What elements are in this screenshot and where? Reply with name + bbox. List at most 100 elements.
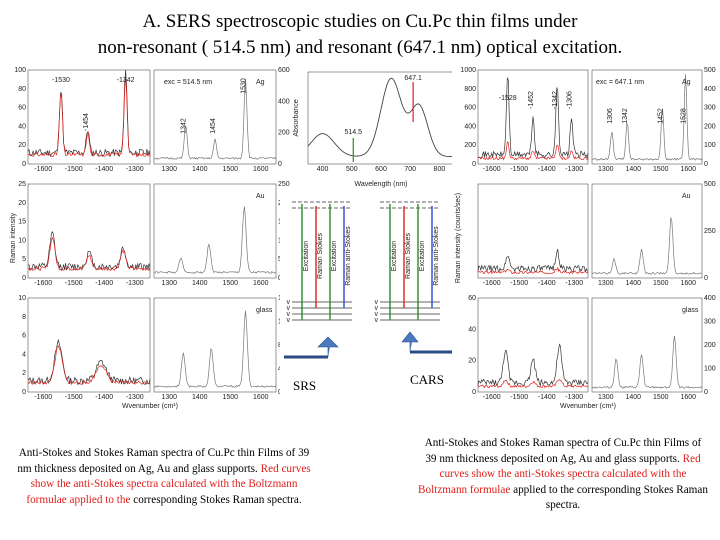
cars-level-label: v — [375, 311, 379, 318]
right-as-Ag-curve-0 — [477, 76, 589, 160]
left-s-Au-xtick: 1400 — [192, 280, 208, 287]
right-s-glass-ytick-right: 0 — [704, 389, 708, 396]
right-caption-text: Anti-Stokes and Stokes Raman spectra of … — [424, 437, 702, 465]
right-as-Ag-xtick: -1600 — [483, 166, 501, 173]
right-s-Ag-curve-0 — [591, 74, 703, 161]
left-as-Ag-ytick: 80 — [18, 86, 26, 93]
absorbance-plot-xtick: 800 — [434, 166, 446, 173]
left-x-axis-label: Wvenumber (cm¹) — [122, 403, 178, 410]
left-as-Ag-ytick: 0 — [22, 161, 26, 168]
srs-level-label: v — [287, 317, 291, 324]
left-as-glass-ytick: 10 — [18, 295, 26, 302]
cars-level-label: v — [375, 299, 379, 306]
srs-level-label: v — [287, 299, 291, 306]
left-as-Ag-frame — [27, 69, 151, 165]
absorbance-xlabel: Wavelength (nm) — [354, 181, 407, 188]
right-as-glass-xtick: -1400 — [538, 394, 556, 401]
srs-level-label: v — [287, 311, 291, 318]
left-s-Au-xtick: 1300 — [161, 280, 177, 287]
left-s-Au-curve-0 — [153, 206, 277, 274]
left-caption: Anti-Stokes and Stokes Raman spectra of … — [14, 446, 314, 508]
left-as-Au-xtick: -1300 — [126, 280, 144, 287]
right-caption: Anti-Stokes and Stokes Raman spectra of … — [418, 436, 708, 514]
left-as-Au-ytick: 20 — [18, 200, 26, 207]
right-as-Au-curve-1 — [477, 266, 589, 275]
absorbance-figure: 400 500 600 700 800 Absorbance Wavelength (nm)… — [290, 66, 460, 190]
left-as-Ag-ytick: 100 — [14, 67, 26, 74]
left-as-glass-xtick: -1500 — [65, 394, 83, 401]
right-as-Ag-xtick: -1400 — [538, 166, 556, 173]
right-as-glass-ytick: 0 — [472, 389, 476, 396]
left-peak-as-label: -1454 — [83, 113, 90, 131]
right-as-Ag-ytick: 800 — [464, 86, 476, 93]
right-s-Ag-xtick: 1400 — [625, 166, 641, 173]
srs-label: SRS — [293, 378, 317, 393]
left-as-glass-ytick: 4 — [22, 351, 26, 358]
cars-transition-label: Raman anti-Stokes — [433, 226, 440, 286]
absorbance-plot-xtick: 700 — [404, 166, 416, 173]
cars-level-label: v — [375, 305, 379, 312]
right-s-glass-ytick-right: 4000 — [704, 295, 716, 302]
right-s-Au-xtick: 1600 — [680, 280, 696, 287]
right-peak-as-label: -1528 — [499, 95, 517, 102]
left-as-glass-xtick: -1600 — [34, 394, 52, 401]
right-s-Ag-xtick: 1300 — [598, 166, 614, 173]
cars-transition-label: Excitation — [419, 241, 426, 271]
right-peak-s-label: 1452 — [657, 108, 664, 124]
right-s-glass-xtick: 1500 — [653, 394, 669, 401]
left-s-Ag-support-label: Ag — [256, 79, 265, 86]
cars-label: CARS — [410, 372, 444, 387]
right-as-glass-xtick: -1500 — [510, 394, 528, 401]
right-s-Au-frame — [591, 183, 703, 279]
left-as-Ag-ytick: 20 — [18, 142, 26, 149]
left-s-Ag-ytick-right: 0 — [278, 161, 282, 168]
right-s-Ag-ytick-right: 40000 — [704, 86, 716, 93]
left-s-Au-support-label: Au — [256, 193, 265, 200]
slide-title-line1: A. SERS spectroscopic studies on Cu.Pc t… — [142, 11, 578, 32]
left-as-glass-ytick: 0 — [22, 389, 26, 396]
right-as-glass-ytick: 20 — [468, 358, 476, 365]
left-as-glass-frame — [27, 297, 151, 393]
left-as-Au-ytick: 15 — [18, 219, 26, 226]
srs-transition-label: Excitation — [331, 241, 338, 271]
absorbance-514-label: 514.5 — [344, 129, 362, 136]
right-s-Ag-xtick: 1500 — [653, 166, 669, 173]
right-as-Ag-xtick: -1300 — [565, 166, 583, 173]
left-s-glass-xtick: 1500 — [222, 394, 238, 401]
left-caption-red-text: Red curves show the anti-Stokes spectra … — [26, 462, 311, 506]
absorbance-svg: 400 500 600 700 800 Absorbance Wavelength (nm)… — [293, 71, 455, 188]
left-peak-s-label: 1530 — [241, 78, 248, 94]
right-laser-label: exc = 647.1 nm — [596, 79, 644, 86]
absorbance-plot-frame — [307, 71, 455, 165]
right-s-Au-xtick: 1500 — [653, 280, 669, 287]
right-s-glass-xtick: 1600 — [680, 394, 696, 401]
left-as-Au-ytick: 10 — [18, 237, 26, 244]
left-as-Au-frame — [27, 183, 151, 279]
right-as-Ag-ytick: 200 — [464, 142, 476, 149]
right-s-Au-xtick: 1300 — [598, 280, 614, 287]
left-laser-label: exc = 514.5 nm — [164, 79, 212, 86]
absorbance-plot-xtick: 500 — [346, 166, 358, 173]
right-peak-s-label: 1342 — [622, 108, 629, 124]
left-s-Au-ytick-right: 2500 — [278, 181, 290, 188]
right-s-glass-ytick-right: 2000 — [704, 342, 716, 349]
left-s-glass-curve-0 — [153, 310, 277, 388]
left-as-glass-curve-0 — [27, 338, 151, 386]
right-as-Au-frame — [477, 183, 589, 279]
right-as-glass-curve-1 — [477, 379, 589, 389]
right-as-Au-xtick: -1600 — [483, 280, 501, 287]
absorbance-plot-xtick: 600 — [375, 166, 387, 173]
cars-block-arrow — [401, 331, 419, 352]
right-s-glass-xtick: 1300 — [598, 394, 614, 401]
absorbance-plot-curve-0 — [307, 77, 454, 158]
right-peak-as-label: -1452 — [528, 91, 535, 109]
right-as-Ag-curve-1 — [477, 141, 589, 161]
left-s-glass-xtick: 1400 — [192, 394, 208, 401]
right-s-Au-support-label: Au — [682, 193, 691, 200]
right-caption-red-text: Red curves show the anti-Stokes spectra … — [418, 452, 701, 496]
right-s-Ag-xtick: 1600 — [680, 166, 696, 173]
right-peak-s-label: 1306 — [607, 108, 614, 124]
right-s-Ag-ytick-right: 30000 — [704, 105, 716, 112]
